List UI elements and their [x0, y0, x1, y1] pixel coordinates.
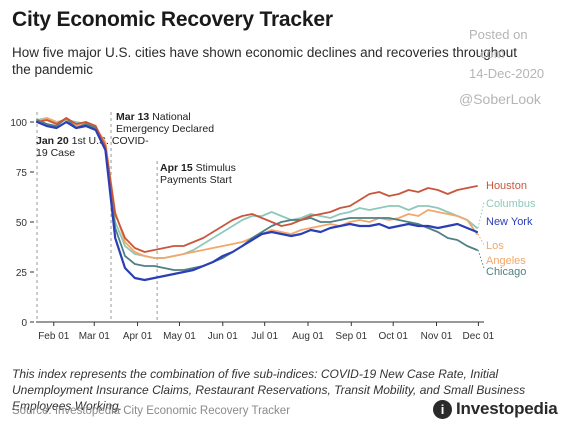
logo-icon: i — [433, 399, 452, 419]
investopedia-logo[interactable]: i Investopedia — [433, 399, 558, 419]
chart-title: City Economic Recovery Tracker — [12, 8, 333, 31]
x-tick-label: Feb 01 — [38, 331, 70, 342]
y-tick-label: 50 — [16, 218, 28, 229]
series-end-label: Chicago — [486, 266, 526, 278]
series-line-houston — [36, 117, 478, 253]
watermark-site: com — [480, 46, 505, 61]
x-tick-label: Apr 01 — [123, 331, 153, 342]
series-end-label: Houston — [486, 180, 527, 192]
x-tick-label: Mar 01 — [79, 331, 111, 342]
annotation-label: Mar 13 National Emergency Declared — [116, 111, 214, 135]
y-tick-label: 25 — [16, 268, 28, 279]
chart-subtitle: How five major U.S. cities have shown ec… — [12, 45, 517, 77]
x-tick-label: Dec 01 — [463, 331, 495, 342]
y-tick-label: 75 — [16, 168, 28, 179]
x-tick-label: Jun 01 — [208, 331, 238, 342]
source-text: Source: Investopedia City Economic Recov… — [12, 405, 291, 417]
x-tick-label: May 01 — [163, 331, 196, 342]
x-tick-label: Oct 01 — [378, 331, 408, 342]
x-tick-label: Jul 01 — [251, 331, 278, 342]
y-tick-label: 0 — [21, 318, 27, 329]
watermark-date: 14-Dec-2020 — [469, 66, 545, 81]
annotation-label: Apr 15 Stimulus Payments Start — [160, 162, 236, 186]
series-line-new-york — [35, 120, 479, 282]
x-tick-label: Sep 01 — [335, 331, 367, 342]
series-end-label: Angeles — [486, 255, 526, 267]
x-tick-label: Nov 01 — [421, 331, 453, 342]
label-leader — [477, 233, 485, 246]
annotation-label: Jan 20 1st U.S. COVID-19 Case — [36, 135, 149, 159]
series-end-label: New York — [486, 216, 533, 228]
x-tick-label: Aug 01 — [292, 331, 324, 342]
series-end-label: Los — [486, 240, 504, 252]
watermark-handle: @SoberLook — [459, 91, 541, 107]
logo-text: Investopedia — [456, 399, 558, 418]
y-tick-label: 100 — [10, 118, 27, 129]
watermark-posted: Posted on — [469, 27, 528, 42]
line-chart: 0 25 50 75 100 Feb 01 Mar 01 Apr 01 May 01 Jun 01… — [10, 111, 536, 342]
label-leader — [477, 249, 485, 269]
series-end-label: Columbus — [486, 198, 536, 210]
label-leader — [477, 201, 485, 229]
chart-note: This index represents the combination of… — [12, 367, 526, 413]
